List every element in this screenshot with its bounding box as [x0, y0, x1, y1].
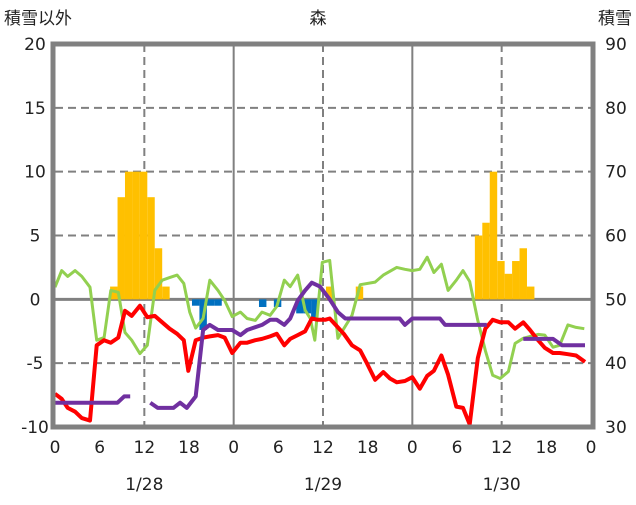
grid — [55, 44, 591, 427]
bar-positive — [110, 286, 118, 300]
bar-positive — [124, 171, 133, 300]
bar-positive — [497, 261, 505, 300]
date-label: 1/30 — [483, 475, 521, 495]
y-tick-right: 90 — [605, 35, 627, 55]
bar-negative — [258, 299, 267, 307]
x-tick: 0 — [50, 438, 61, 458]
bar-positive — [526, 286, 535, 300]
lines — [53, 255, 587, 427]
y-tick-right: 70 — [605, 163, 627, 183]
y-tick-right: 80 — [605, 99, 627, 119]
y-tick-left: -10 — [21, 418, 49, 438]
purple-series-line — [149, 280, 487, 410]
bar-positive — [512, 261, 520, 300]
red-series-line — [53, 303, 587, 427]
y-tick-left: 15 — [24, 99, 46, 119]
y-tick-left: 10 — [24, 163, 46, 183]
chart-title: 森 — [310, 9, 327, 29]
y-tick-right: 50 — [605, 290, 627, 310]
bar-positive — [504, 273, 513, 300]
y-tick-right: 40 — [605, 354, 627, 374]
x-tick: 12 — [312, 438, 334, 458]
x-tick: 18 — [357, 438, 379, 458]
x-tick: 6 — [94, 438, 105, 458]
y-tick-right: 60 — [605, 227, 627, 247]
bar-negative — [214, 299, 222, 306]
bar-positive — [154, 248, 163, 300]
date-label: 1/28 — [125, 475, 163, 495]
x-tick: 12 — [134, 438, 156, 458]
bar-negative — [206, 299, 215, 306]
purple-series-line — [55, 394, 131, 405]
right-axis-title: 積雪 — [598, 9, 632, 29]
y-tick-left: 20 — [24, 35, 46, 55]
x-tick: 12 — [491, 438, 513, 458]
green-series-line — [53, 255, 585, 380]
y-tick-left: 5 — [30, 227, 41, 247]
x-tick: 6 — [452, 438, 463, 458]
bar-positive — [117, 197, 125, 300]
bar-positive — [162, 286, 170, 300]
frame — [50, 41, 596, 430]
x-tick: 6 — [273, 438, 284, 458]
x-tick: 0 — [407, 438, 418, 458]
bar-negative — [303, 299, 312, 314]
x-tick: 18 — [536, 438, 558, 458]
bar-negative — [191, 299, 200, 306]
bar-positive — [482, 222, 490, 300]
bar-positive — [489, 171, 498, 300]
y-tick-left: 0 — [30, 290, 41, 310]
date-label: 1/29 — [304, 475, 342, 495]
bar-positive — [132, 171, 140, 300]
bars — [110, 171, 535, 330]
bar-positive — [139, 171, 148, 300]
y-tick-right: 30 — [605, 418, 627, 438]
bar-negative — [296, 299, 304, 314]
x-tick: 0 — [228, 438, 239, 458]
bar-positive — [474, 235, 483, 300]
bar-positive — [147, 197, 155, 300]
left-axis-title: 積雪以外 — [4, 9, 72, 29]
bar-positive — [519, 248, 527, 300]
y-tick-left: -5 — [27, 354, 44, 374]
x-tick: 0 — [586, 438, 597, 458]
plot-frame — [50, 41, 596, 430]
bar-positive — [325, 286, 334, 300]
x-tick: 18 — [178, 438, 200, 458]
purple-series-line — [523, 336, 585, 348]
bar-negative — [311, 299, 319, 320]
